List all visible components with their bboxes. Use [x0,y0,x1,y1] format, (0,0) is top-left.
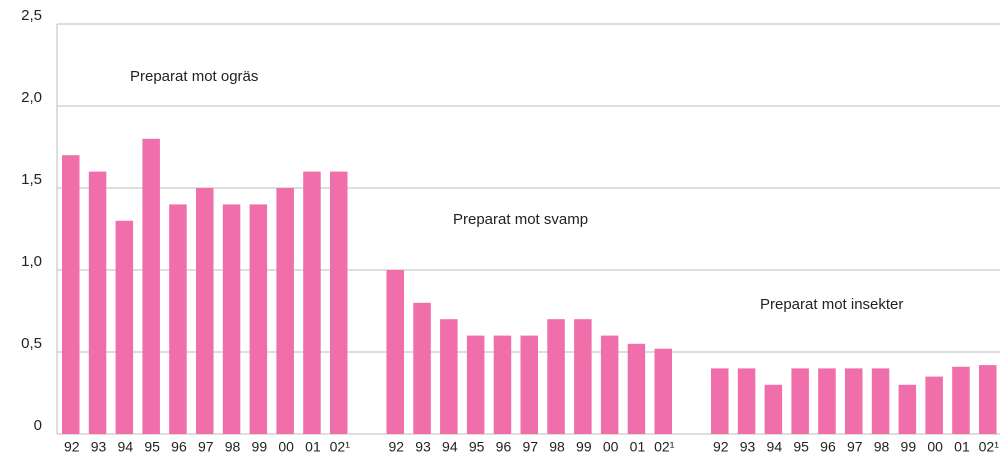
bar [979,365,997,434]
x-tick-label: 93 [91,439,107,455]
bar [871,368,890,434]
bar [711,368,729,434]
bar [330,171,348,434]
bar [520,335,538,434]
group-label: Preparat mot svamp [453,211,588,228]
bar [574,319,592,434]
x-tick-label: 00 [278,439,294,455]
x-tick-label: 94 [442,439,458,455]
bar [818,368,836,434]
x-tick-label: 02¹ [979,439,1000,455]
x-tick-label: 99 [576,439,592,455]
x-tick-label: 97 [198,439,214,455]
x-tick-label: 94 [118,439,134,455]
x-tick-label: 92 [713,439,729,455]
bar [764,384,783,434]
y-tick-label: 1,0 [21,253,42,270]
bar [196,188,214,434]
x-tick-label: 99 [901,439,917,455]
x-tick-label: 02¹ [330,439,351,455]
bar [386,270,404,434]
bar [654,348,672,434]
bar [627,343,646,434]
x-tick-label: 98 [874,439,890,455]
x-tick-label: 95 [793,439,809,455]
bar [925,376,943,434]
x-tick-label: 99 [252,439,268,455]
y-tick-label: 2,0 [21,89,42,106]
bar [791,368,809,434]
x-tick-label: 98 [225,439,241,455]
x-tick-label: 01 [954,439,970,455]
bar [440,319,458,434]
y-tick-label: 0 [34,417,42,434]
y-tick-label: 0,5 [21,335,42,352]
bar [600,335,619,434]
x-tick-label: 95 [144,439,160,455]
bar [249,204,268,434]
x-tick-label: 01 [305,439,321,455]
x-tick-label: 94 [767,439,783,455]
bar [88,171,107,434]
x-tick-label: 98 [549,439,565,455]
bar [547,319,565,434]
x-tick-label: 01 [630,439,646,455]
x-tick-label: 00 [927,439,943,455]
bar [898,384,917,434]
bar [493,335,512,434]
bar [115,220,134,434]
x-tick-label: 93 [740,439,756,455]
bar [303,171,321,434]
bar [222,204,241,434]
bar [276,188,294,434]
bar [952,366,970,434]
x-tick-label: 97 [522,439,538,455]
group-label: Preparat mot ogräs [130,68,258,85]
y-tick-label: 1,5 [21,171,42,188]
x-tick-label: 02¹ [654,439,675,455]
bar [62,155,80,434]
x-tick-label: 92 [64,439,80,455]
x-tick-label: 95 [469,439,485,455]
y-tick-label: 2,5 [21,7,42,24]
bar [413,302,431,434]
bar [142,138,160,435]
x-tick-label: 92 [388,439,404,455]
bar [466,335,485,434]
x-tick-label: 97 [847,439,863,455]
x-tick-label: 96 [496,439,512,455]
group-label: Preparat mot insekter [760,296,903,313]
x-tick-label: 00 [603,439,619,455]
x-tick-label: 96 [820,439,836,455]
bar [845,368,863,434]
bar [169,204,187,434]
x-tick-label: 93 [415,439,431,455]
x-tick-label: 96 [171,439,187,455]
bar [737,368,756,434]
